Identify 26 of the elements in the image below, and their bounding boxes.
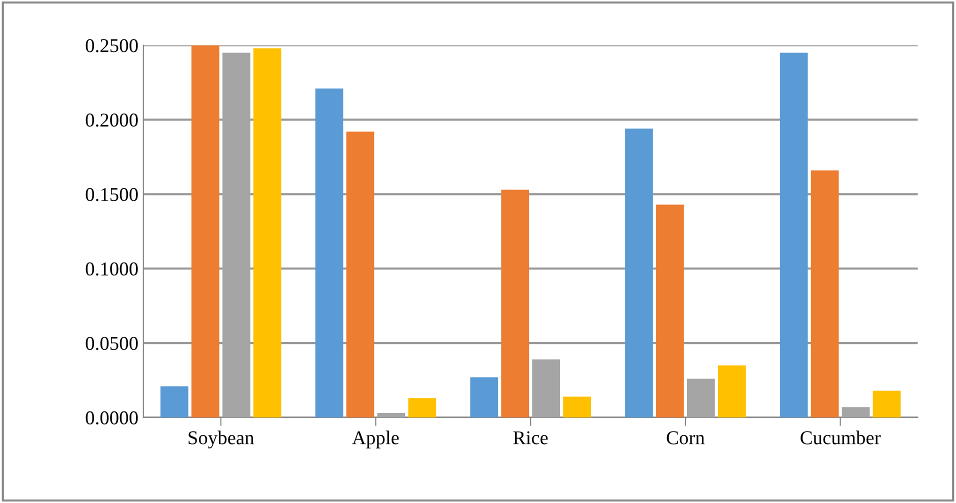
- bar: [501, 190, 530, 418]
- bar: [810, 170, 839, 418]
- bar: [563, 396, 591, 418]
- x-tick-label: Corn: [666, 431, 705, 444]
- bar: [656, 204, 684, 418]
- bar: [408, 398, 436, 418]
- bar: [718, 365, 746, 418]
- bar: [191, 45, 220, 418]
- y-tick-label: 0.1000: [86, 262, 138, 276]
- bar: [315, 88, 344, 418]
- bar: [253, 48, 282, 418]
- bar: [872, 390, 901, 418]
- y-tick-label: 0.1500: [86, 188, 138, 202]
- bar: [160, 386, 188, 418]
- x-tick-label: Soybean: [188, 430, 254, 448]
- bar: [470, 377, 498, 418]
- bar: [625, 128, 653, 418]
- x-tick-label: Cucumber: [800, 430, 881, 444]
- y-tick-label: 0.0000: [86, 411, 138, 425]
- y-tick-label: 0.2000: [86, 114, 138, 127]
- x-tick-label: Apple: [352, 430, 399, 448]
- y-tick-label: 0.0500: [86, 336, 138, 350]
- x-tick-label: Rice: [513, 431, 548, 444]
- y-tick-label: 0.2500: [86, 39, 138, 52]
- bar: [346, 132, 374, 418]
- bar: [780, 52, 808, 418]
